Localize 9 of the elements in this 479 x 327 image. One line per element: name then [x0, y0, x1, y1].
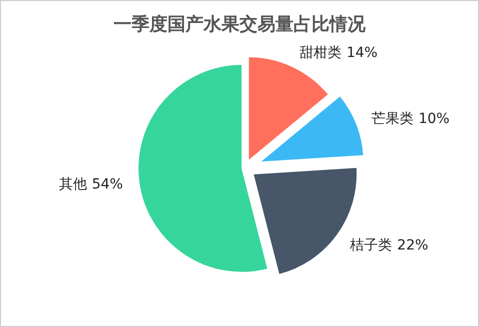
slice-label: 甜柑类 — [300, 45, 342, 62]
data-label: 14% — [346, 45, 378, 62]
data-label: 54% — [92, 176, 123, 192]
chart-title: 一季度国产水果交易量占比情况 — [114, 14, 366, 35]
data-label: 22% — [397, 237, 428, 254]
slice-label: 桔子类 — [349, 237, 392, 254]
slice-label: 其他 — [58, 176, 87, 192]
slice-label: 芒果类 — [371, 110, 414, 127]
data-label: 10% — [418, 110, 450, 127]
